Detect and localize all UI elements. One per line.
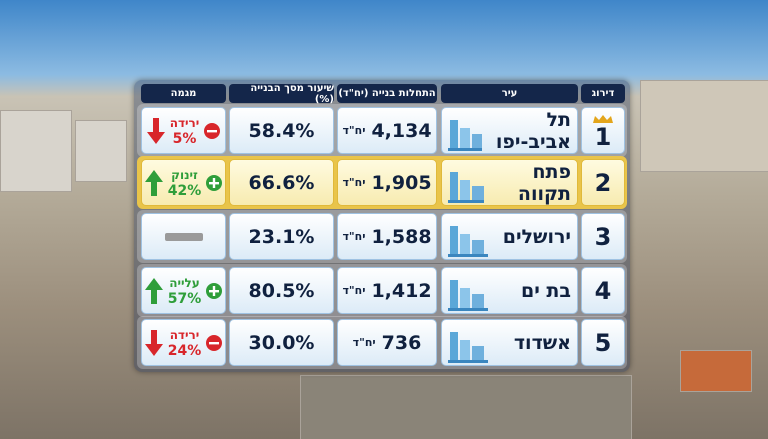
icon <box>206 174 223 191</box>
unit: יח"ד <box>352 336 376 349</box>
trend-cell: ירידה 5% <box>141 107 226 154</box>
starts: 736 <box>381 331 422 354</box>
starts: 4,134 <box>371 119 432 142</box>
buildings <box>640 80 768 172</box>
starts-cell: יח"ד 1,412 <box>337 267 437 314</box>
icon <box>448 119 482 151</box>
city: תל אביב-יפו <box>495 108 571 153</box>
trend-text: ירידה 24% <box>168 327 202 359</box>
starts: 1,905 <box>371 171 432 194</box>
unit: יח"ד <box>342 284 366 297</box>
icon <box>144 277 163 304</box>
unit: יח"ד <box>342 176 366 189</box>
city-cell: תל אביב-יפו <box>441 107 578 154</box>
share-cell: 80.5% <box>229 267 334 314</box>
city: בת ים <box>520 279 571 302</box>
share-cell: 66.6% <box>229 159 334 206</box>
icon <box>146 117 165 144</box>
rank: 4 <box>594 276 612 305</box>
building <box>75 120 127 182</box>
trend-pct: 42% <box>167 182 202 199</box>
rank: 5 <box>594 328 612 357</box>
city: פתח תקווה <box>517 160 571 205</box>
unit: יח"ד <box>342 230 366 243</box>
share-cell: 23.1% <box>229 213 334 260</box>
starts: 1,588 <box>371 225 432 248</box>
city-cell: אשדוד <box>441 319 578 366</box>
starts-cell: יח"ד 1,588 <box>337 213 437 260</box>
trend-cell: זינוק 42% <box>141 159 226 206</box>
trend-text: עלייה 57% <box>168 275 202 307</box>
trend-text: ירידה 5% <box>170 115 200 147</box>
rank: 3 <box>594 222 612 251</box>
building <box>680 350 752 392</box>
icon <box>206 334 223 351</box>
trend-pct: 57% <box>167 290 202 307</box>
icon <box>448 279 488 311</box>
starts-cell: יח"ד 1,905 <box>337 159 437 206</box>
rank: 1 <box>594 122 612 151</box>
unit: יח"ד <box>342 124 366 137</box>
share-cell: 30.0% <box>229 319 334 366</box>
trend-pct: 24% <box>167 342 202 359</box>
parking <box>300 375 632 439</box>
icon <box>448 225 488 257</box>
icon <box>144 169 163 196</box>
share: 23.1% <box>248 225 315 248</box>
icon <box>164 232 203 241</box>
trend-cell: עלייה 57% <box>141 267 226 314</box>
city-cell: ירושלים <box>441 213 578 260</box>
icon <box>448 331 488 363</box>
header-cell: עיר <box>441 84 578 103</box>
city: ירושלים <box>502 225 571 248</box>
trend-label: זינוק <box>171 167 198 182</box>
header-cell: שיעור מסך הבנייה (%) <box>229 83 334 105</box>
rank-cell: 1 <box>581 107 625 154</box>
trend-label: עלייה <box>169 275 200 290</box>
rank: 2 <box>594 168 612 197</box>
starts-cell: יח"ד 4,134 <box>337 107 437 154</box>
header-cell: דירוג <box>581 84 625 103</box>
rank-cell: 5 <box>581 319 625 366</box>
share: 58.4% <box>248 119 315 142</box>
icon <box>204 122 221 139</box>
share-cell: 58.4% <box>229 107 334 154</box>
trend-cell: ירידה 24% <box>141 319 226 366</box>
rank-cell: 2 <box>581 159 625 206</box>
header-cell: מגמה <box>141 84 226 103</box>
icon <box>448 171 484 203</box>
icon <box>593 114 613 123</box>
header-cell: התחלות בנייה (יח"ד) <box>337 84 437 103</box>
trend-pct: 5% <box>172 130 197 147</box>
icon <box>144 329 163 356</box>
trend-cell <box>141 213 226 260</box>
city-cell: בת ים <box>441 267 578 314</box>
rank-cell: 3 <box>581 213 625 260</box>
starts-cell: יח"ד 736 <box>337 319 437 366</box>
share: 66.6% <box>248 171 315 194</box>
rank-cell: 4 <box>581 267 625 314</box>
trend-text: זינוק 42% <box>168 167 202 199</box>
building <box>0 110 72 192</box>
starts: 1,412 <box>371 279 432 302</box>
trend-label: ירידה <box>169 327 200 342</box>
share: 80.5% <box>248 279 315 302</box>
share: 30.0% <box>248 331 315 354</box>
trend-label: ירידה <box>169 115 200 130</box>
icon <box>206 282 223 299</box>
city: אשדוד <box>513 331 571 354</box>
city-cell: פתח תקווה <box>441 159 578 206</box>
